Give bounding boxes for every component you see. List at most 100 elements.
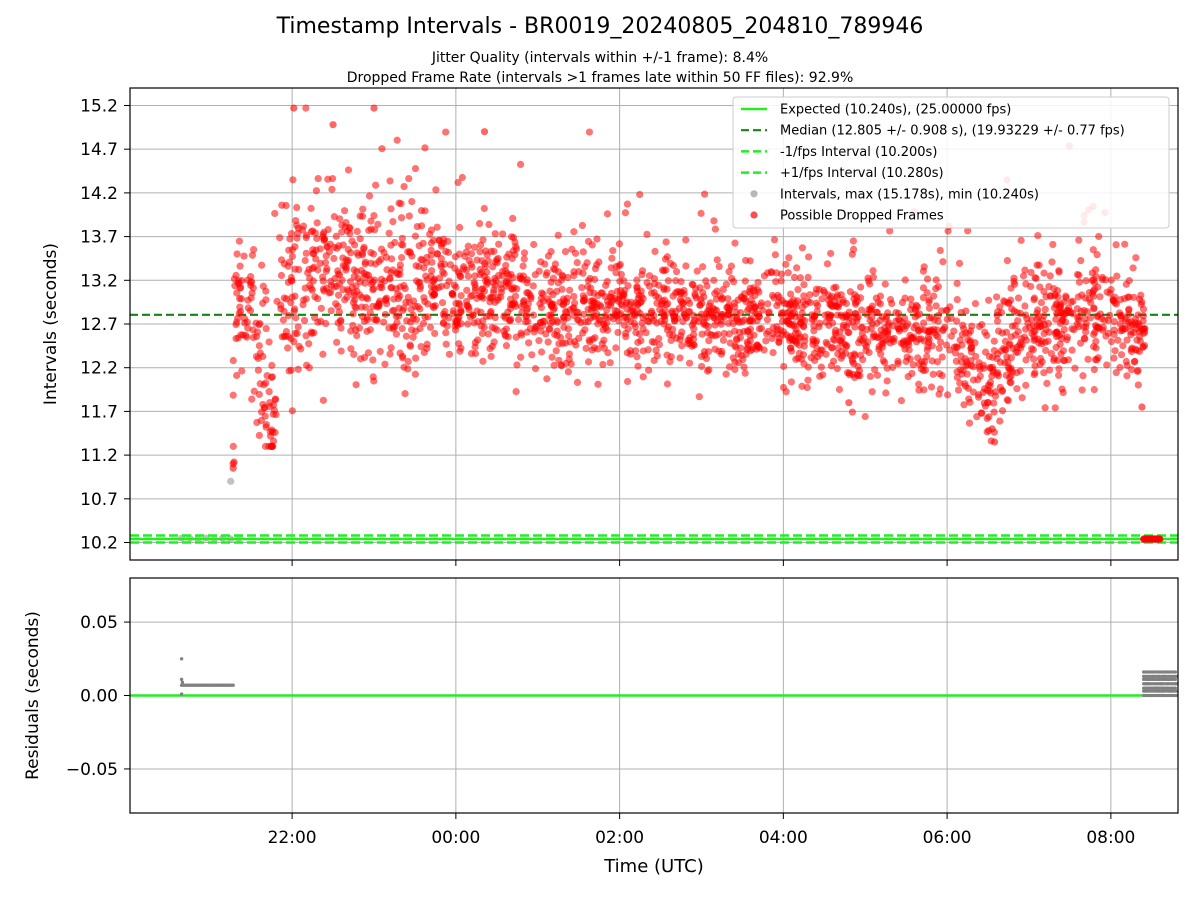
dropped-frame-point	[529, 282, 537, 290]
dropped-frame-point	[977, 409, 985, 417]
dropped-frame-point	[557, 361, 565, 369]
dropped-frame-point	[928, 357, 936, 365]
dropped-frame-point	[1131, 357, 1139, 365]
dropped-frame-point	[600, 336, 608, 344]
dropped-frame-point	[623, 305, 631, 313]
dropped-frame-point	[480, 204, 488, 213]
dropped-frame-point	[969, 363, 978, 371]
dropped-frame-point	[395, 312, 403, 320]
dropped-frame-point	[430, 291, 439, 299]
dropped-frame-point	[491, 313, 499, 322]
dropped-frame-point	[882, 313, 891, 321]
dropped-frame-point	[276, 234, 284, 242]
dropped-frame-point	[376, 347, 384, 356]
dropped-frame-point	[269, 410, 277, 418]
dropped-frame-point	[1095, 324, 1104, 333]
dropped-frame-point	[520, 249, 529, 257]
dropped-frame-point	[908, 369, 916, 378]
dropped-frame-point	[459, 263, 468, 271]
dropped-frame-point	[920, 263, 928, 271]
dropped-frame-point	[845, 369, 854, 377]
dropped-frame-point	[408, 197, 416, 206]
dropped-frame-point	[578, 221, 587, 230]
legend-swatch	[750, 190, 758, 198]
dropped-frame-point	[968, 322, 976, 330]
dropped-frame-point	[341, 296, 349, 304]
dropped-frame-point	[991, 392, 1000, 400]
dropped-frame-point	[1041, 404, 1049, 412]
dropped-frame-point	[502, 261, 510, 270]
dropped-frame-point	[350, 291, 358, 300]
dropped-frame-point	[405, 212, 413, 220]
dropped-frame-point	[737, 293, 746, 301]
dropped-frame-point	[861, 412, 869, 421]
dropped-frame-point	[1034, 231, 1042, 240]
dropped-frame-point	[328, 174, 337, 183]
dropped-frame-point	[499, 267, 507, 275]
dropped-frame-point	[900, 314, 909, 323]
dropped-frame-point	[358, 212, 367, 220]
dropped-frame-point	[755, 313, 763, 321]
dropped-frame-point	[229, 391, 237, 399]
dropped-frame-point	[701, 190, 709, 198]
dropped-frame-point	[327, 307, 335, 315]
dropped-frame-point	[827, 249, 835, 258]
dropped-frame-point	[353, 227, 361, 236]
dropped-frame-point	[322, 252, 330, 260]
dropped-frame-point	[643, 230, 651, 238]
residual-point	[180, 680, 185, 684]
dropped-frame-point	[574, 308, 582, 316]
dropped-frame-point	[853, 370, 861, 378]
dropped-frame-point	[458, 173, 466, 182]
dropped-frame-point	[542, 330, 550, 338]
dropped-frame-point	[760, 346, 768, 354]
dropped-frame-point	[236, 262, 244, 270]
dropped-frame-point	[573, 378, 582, 387]
dropped-frame-point	[923, 346, 931, 354]
dropped-frame-point	[424, 313, 432, 321]
dropped-frame-point	[531, 365, 540, 373]
dropped-frame-point	[1110, 354, 1118, 362]
dropped-frame-point	[386, 177, 394, 185]
dropped-frame-point	[471, 286, 479, 295]
dropped-frame-point	[438, 299, 447, 307]
dropped-frame-point	[991, 438, 999, 446]
dropped-frame-point	[339, 285, 347, 294]
interval-point	[227, 477, 235, 485]
dropped-frame-point	[899, 322, 907, 331]
dropped-frame-point	[1133, 346, 1141, 354]
dropped-frame-point	[645, 366, 653, 374]
dropped-frame-point	[319, 350, 327, 358]
dropped-frame-point	[397, 214, 406, 222]
dropped-frame-point	[724, 319, 732, 327]
dropped-frame-point	[381, 310, 390, 319]
dropped-frame-point	[920, 326, 929, 334]
dropped-frame-point	[614, 328, 622, 337]
dropped-frame-point	[897, 396, 906, 405]
dropped-frame-point	[1027, 268, 1035, 277]
dropped-frame-point	[1060, 298, 1068, 306]
dropped-frame-point	[1135, 295, 1144, 303]
dropped-frame-point	[552, 347, 560, 355]
dropped-frame-point	[365, 192, 374, 200]
dropped-frame-point	[1058, 385, 1066, 393]
dropped-frame-point	[1038, 358, 1046, 366]
dropped-frame-point	[497, 288, 505, 296]
dropped-frame-point	[1081, 335, 1089, 343]
dropped-frame-point	[1031, 274, 1039, 282]
chart-subtitle-jitter: Jitter Quality (intervals within +/-1 fr…	[431, 50, 769, 66]
dropped-frame-point	[482, 312, 490, 321]
dropped-frame-point	[697, 209, 705, 217]
dropped-frame-point	[437, 254, 445, 263]
dropped-frame-point	[543, 269, 551, 277]
dropped-frame-point	[235, 277, 243, 285]
dropped-frame-point	[502, 332, 510, 340]
dropped-frame-point	[520, 255, 528, 263]
dropped-frame-point	[449, 291, 457, 299]
dropped-frame-point	[858, 306, 866, 314]
dropped-frame-point	[370, 377, 378, 385]
dropped-frame-point	[467, 349, 476, 358]
dropped-frame-point	[726, 339, 734, 347]
dropped-frame-point	[427, 246, 435, 254]
legend-box	[732, 96, 1170, 229]
